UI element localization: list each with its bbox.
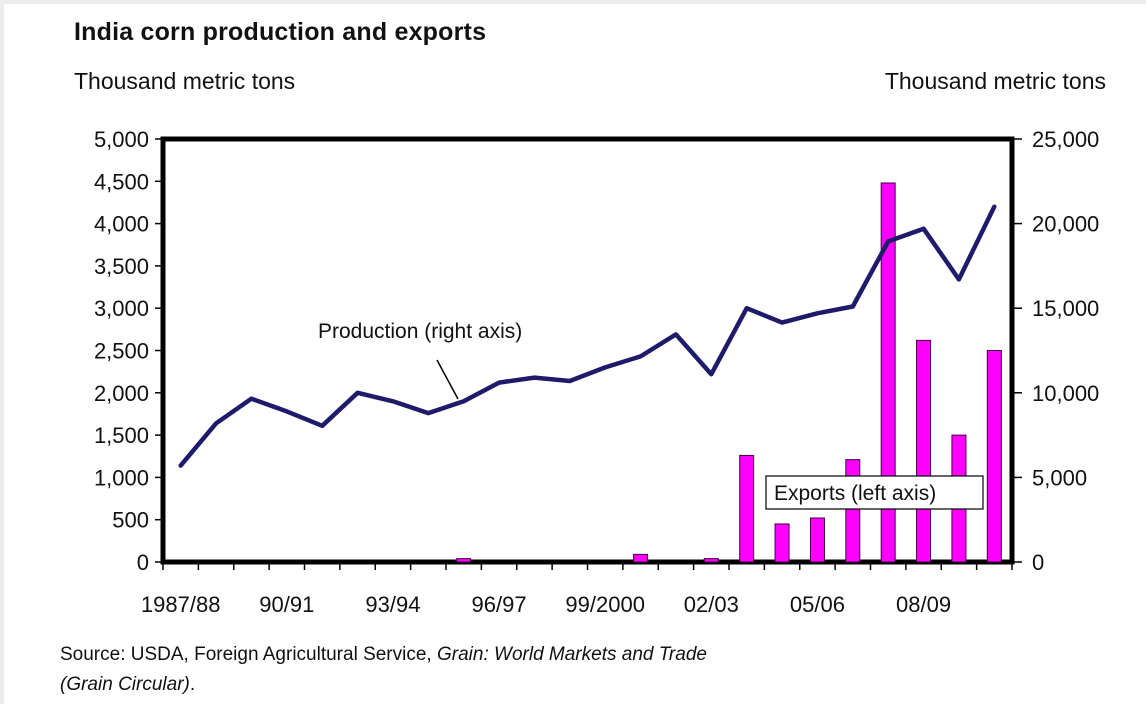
exports-bar xyxy=(703,558,719,563)
exports-bar xyxy=(456,558,472,563)
left-axis-tick-label: 4,500 xyxy=(94,169,149,194)
left-axis-tick-label: 1,000 xyxy=(94,465,149,490)
x-axis-tick-label: 02/03 xyxy=(684,592,739,617)
exports-bar xyxy=(633,553,649,563)
right-axis-tick-label: 0 xyxy=(1032,550,1044,575)
exports-bar xyxy=(809,517,825,563)
left-axis-tick-label: 4,000 xyxy=(94,212,149,237)
left-axis-tick-label: 5,000 xyxy=(94,127,149,152)
left-axis-unit: Thousand metric tons xyxy=(74,68,296,94)
source-prefix: Source: USDA, Foreign Agricultural Servi… xyxy=(60,644,437,665)
source-note: Source: USDA, Foreign Agricultural Servi… xyxy=(60,640,707,700)
exports-bar xyxy=(845,459,861,563)
left-axis-tick-label: 500 xyxy=(112,508,149,533)
x-axis-tick-label: 96/97 xyxy=(472,592,527,617)
right-axis-tick-label: 15,000 xyxy=(1032,296,1099,321)
source-subtitle: (Grain Circular) xyxy=(60,674,190,695)
exports-annotation: Exports (left axis) xyxy=(774,482,936,505)
left-axis-tick-label: 2,500 xyxy=(94,339,149,364)
exports-bar xyxy=(880,182,896,563)
left-axis-tick-label: 3,500 xyxy=(94,254,149,279)
x-axis-tick-label: 93/94 xyxy=(365,592,420,617)
left-axis-tick-label: 3,000 xyxy=(94,296,149,321)
x-axis-tick-label: 05/06 xyxy=(790,592,845,617)
exports-bar xyxy=(986,350,1002,563)
left-axis-tick-label: 1,500 xyxy=(94,423,149,448)
production-annotation: Production (right axis) xyxy=(318,320,522,343)
right-axis-tick-label: 5,000 xyxy=(1032,465,1087,490)
chart-title: India corn production and exports xyxy=(74,18,487,46)
right-axis-unit: Thousand metric tons xyxy=(884,68,1106,94)
exports-bar xyxy=(916,339,932,563)
exports-bar xyxy=(774,523,790,563)
x-axis-tick-label: 08/09 xyxy=(896,592,951,617)
x-axis-tick-label: 99/2000 xyxy=(565,592,645,617)
exports-annotation-box xyxy=(765,475,984,510)
right-axis-tick-label: 20,000 xyxy=(1032,212,1099,237)
right-axis-tick-label: 25,000 xyxy=(1032,127,1099,152)
exports-bar xyxy=(739,454,755,563)
left-axis-tick-label: 0 xyxy=(137,550,149,575)
source-title: Grain: World Markets and Trade xyxy=(437,644,707,665)
production-leader-line xyxy=(436,359,459,400)
x-axis-tick-label: 1987/88 xyxy=(141,592,221,617)
right-axis-tick-label: 10,000 xyxy=(1032,381,1099,406)
left-axis-tick-label: 2,000 xyxy=(94,381,149,406)
source-suffix: . xyxy=(189,674,196,695)
production-line xyxy=(178,204,997,468)
x-axis-tick-label: 90/91 xyxy=(259,592,314,617)
